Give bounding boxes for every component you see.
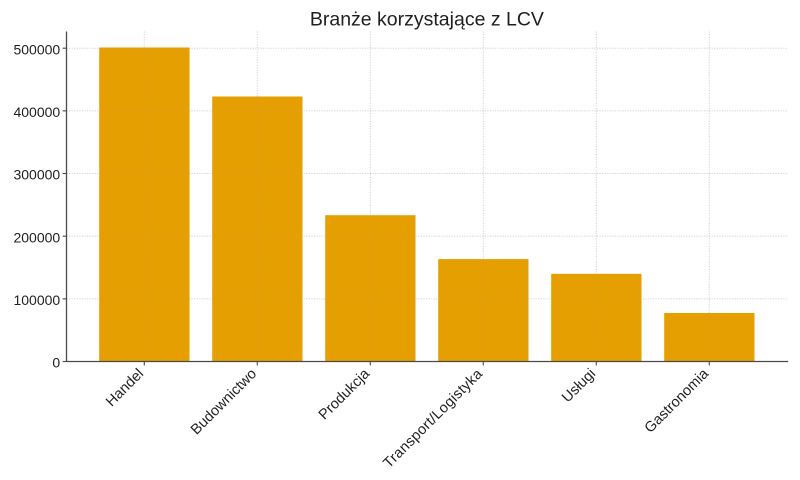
svg-text:300000: 300000 <box>13 167 60 183</box>
svg-text:400000: 400000 <box>13 104 60 120</box>
svg-text:500000: 500000 <box>13 41 60 57</box>
svg-text:0: 0 <box>52 355 60 371</box>
svg-text:200000: 200000 <box>13 229 60 245</box>
svg-text:Branże korzystające z LCV: Branże korzystające z LCV <box>310 9 544 31</box>
svg-text:100000: 100000 <box>13 292 60 308</box>
